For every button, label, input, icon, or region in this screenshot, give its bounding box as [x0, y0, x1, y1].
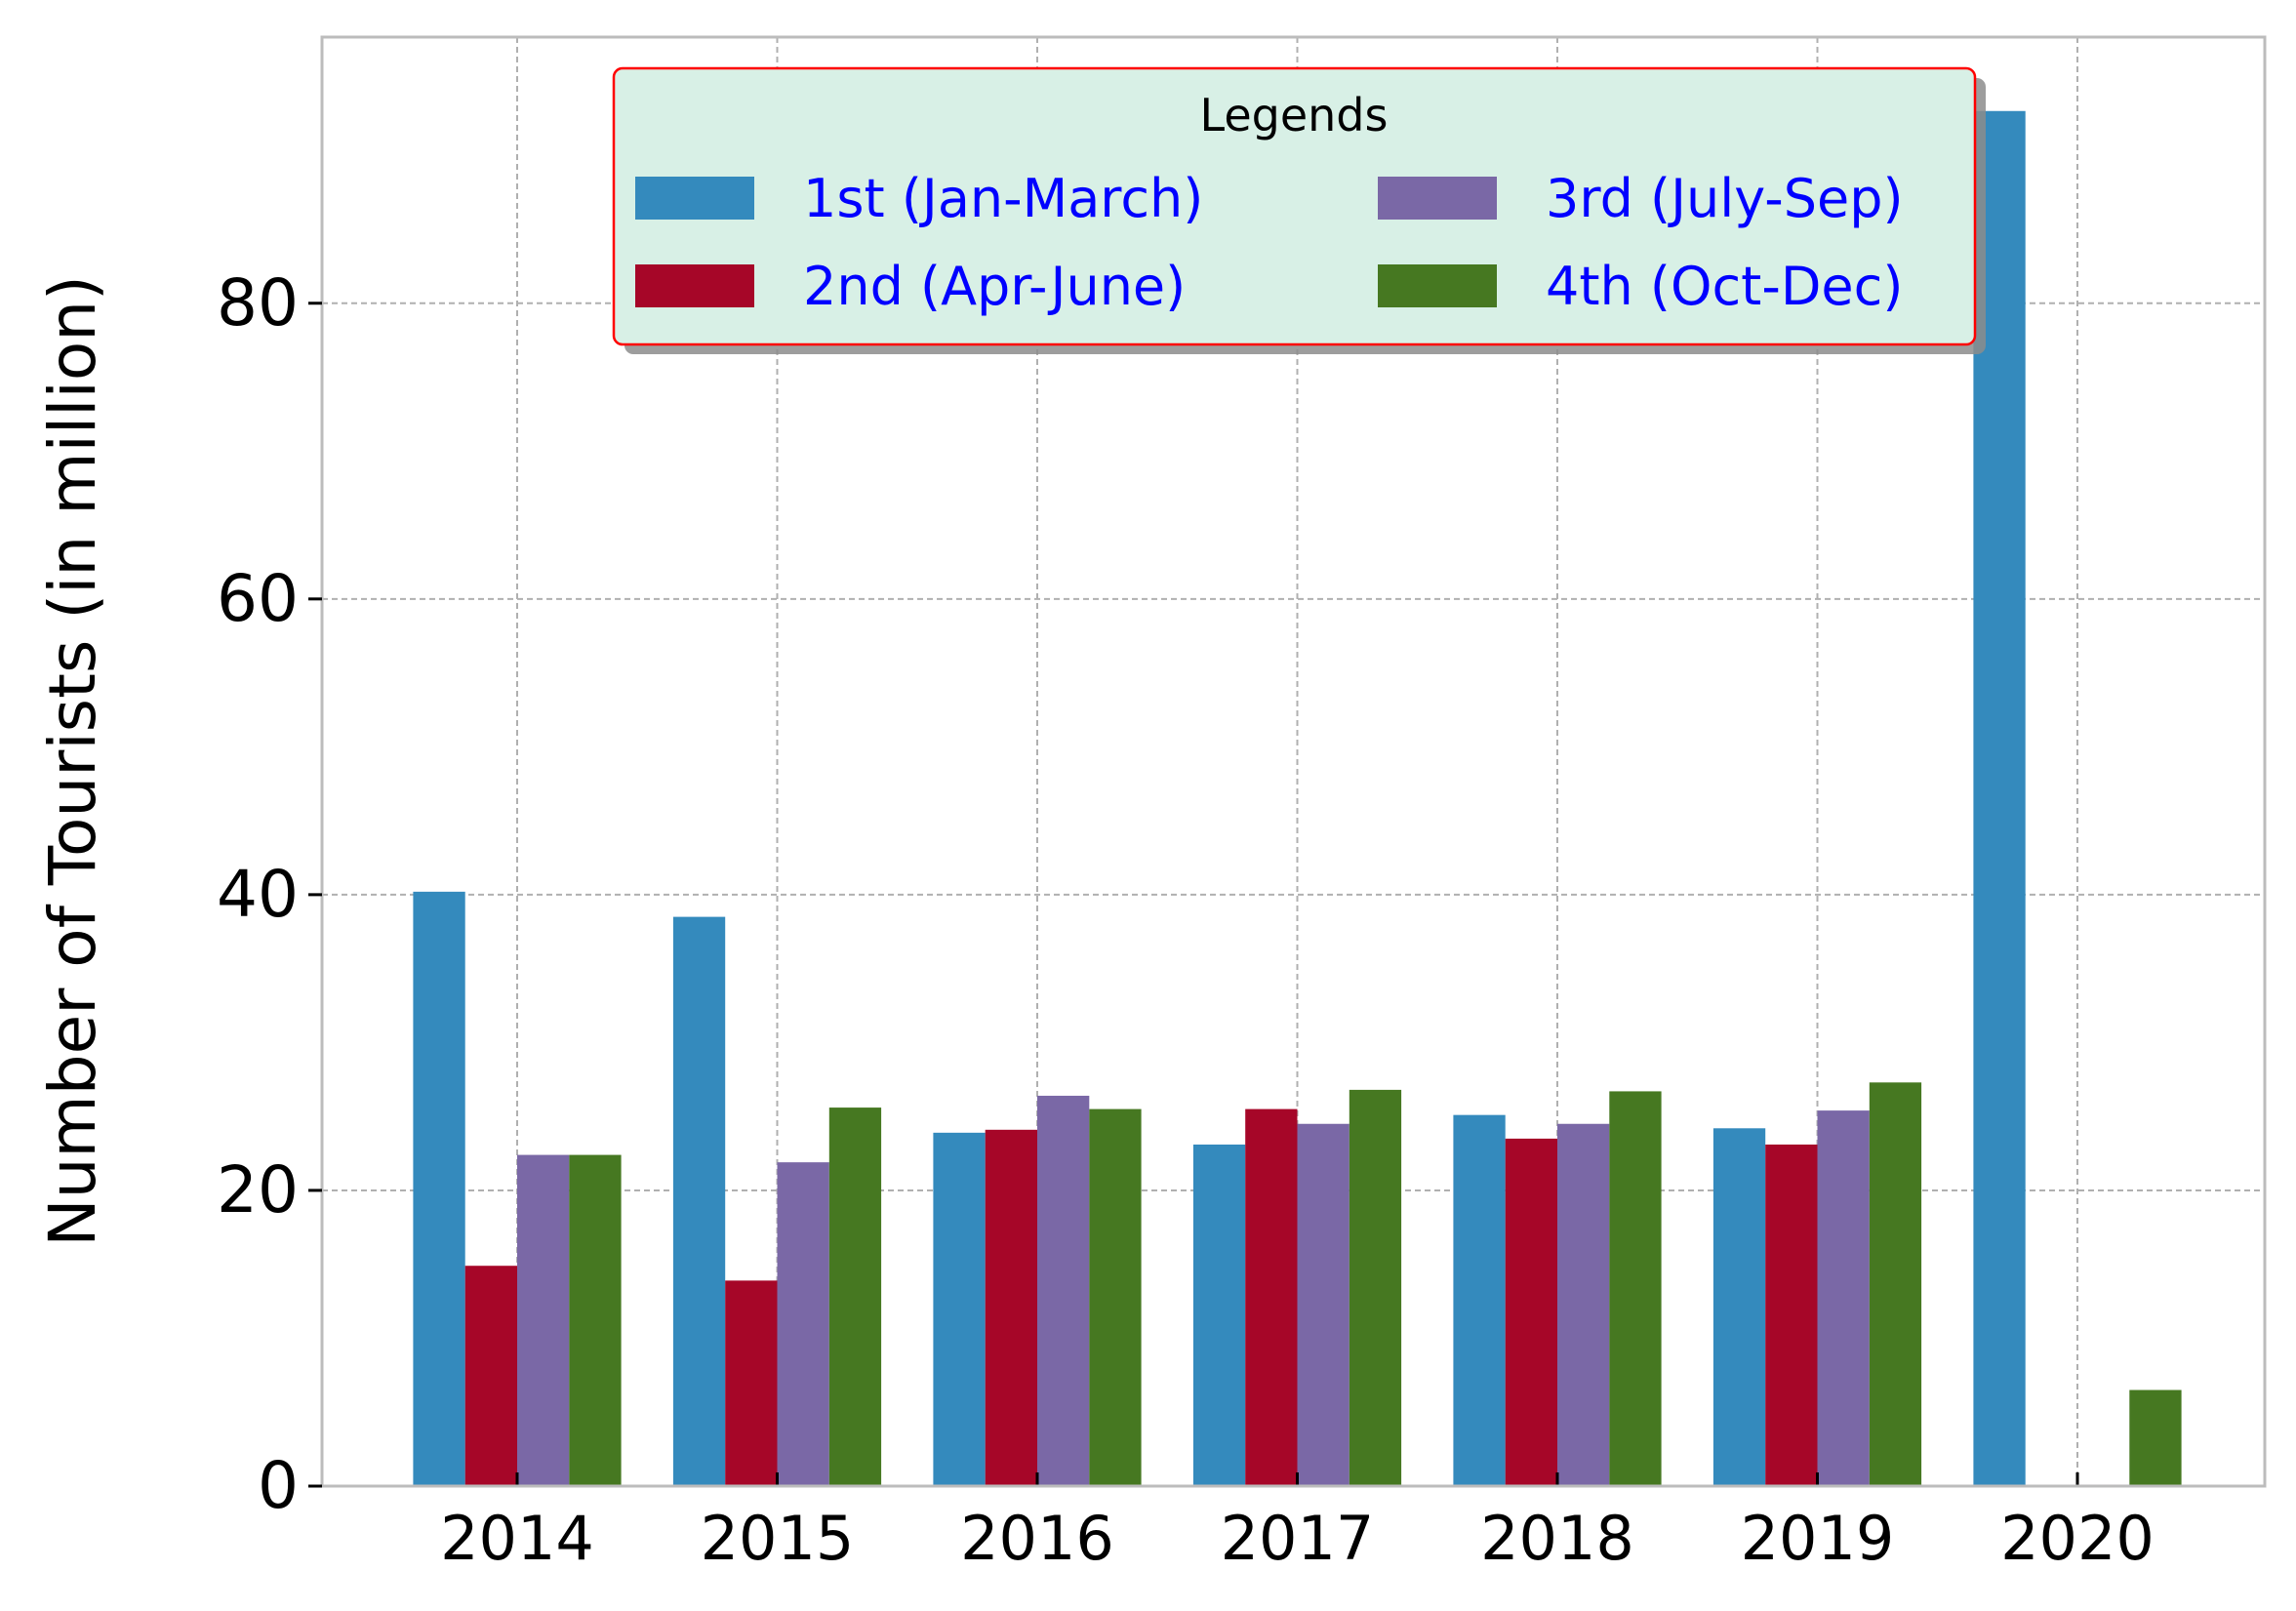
- bar: [1245, 1108, 1298, 1486]
- x-tick-label: 2018: [1480, 1503, 1634, 1574]
- y-tick-label: 20: [217, 1152, 299, 1228]
- bar: [777, 1162, 829, 1486]
- legend-title: Legends: [1200, 89, 1389, 141]
- bar: [933, 1132, 986, 1486]
- bar: [725, 1280, 778, 1486]
- y-tick-label: 80: [217, 265, 299, 341]
- legend-swatch: [635, 177, 754, 220]
- x-tick-label: 2017: [1221, 1503, 1375, 1574]
- bar: [1037, 1095, 1090, 1486]
- x-axis: 2014 2015 2016 2017 2018 2019 2020: [440, 1503, 2155, 1574]
- legend-swatch: [635, 264, 754, 307]
- bar: [1505, 1138, 1557, 1486]
- bar: [569, 1154, 622, 1486]
- x-tick-label: 2020: [2000, 1503, 2155, 1574]
- bar: [413, 891, 465, 1486]
- bar: [1712, 1128, 1766, 1486]
- bar: [1557, 1123, 1610, 1486]
- legend-label: 2nd (Apr-June): [803, 256, 1186, 317]
- legend-label: 4th (Oct-Dec): [1546, 256, 1903, 317]
- bar: [464, 1266, 517, 1486]
- bar: [1765, 1144, 1818, 1486]
- bar: [672, 916, 726, 1486]
- bar: [1453, 1114, 1506, 1486]
- y-axis-label: Number of Tourists (in million): [35, 275, 110, 1247]
- x-tick-label: 2015: [701, 1503, 855, 1574]
- y-axis: 0 20 40 60 80: [217, 265, 322, 1523]
- x-tick-label: 2014: [440, 1503, 594, 1574]
- bars: [413, 110, 2182, 1487]
- bar: [517, 1154, 570, 1486]
- legend-entries: 1st (Jan-March) 2nd (Apr-June) 3rd (July-S…: [635, 168, 1904, 317]
- x-tick-label: 2019: [1741, 1503, 1895, 1574]
- bar: [1192, 1144, 1246, 1486]
- y-tick-label: 60: [217, 561, 299, 636]
- y-tick-label: 0: [258, 1448, 299, 1523]
- bar: [985, 1129, 1037, 1486]
- bar: [1869, 1082, 1922, 1486]
- x-tick-label: 2016: [960, 1503, 1114, 1574]
- bar: [1297, 1123, 1349, 1486]
- bar: [828, 1108, 882, 1486]
- legend-label: 1st (Jan-March): [803, 168, 1203, 229]
- bar: [1349, 1089, 1402, 1486]
- y-tick-label: 40: [217, 857, 299, 932]
- legend-swatch: [1378, 177, 1497, 220]
- legend-swatch: [1378, 264, 1497, 307]
- legend: Legends 1st (Jan-March) 2nd (Apr-June) 3rd…: [612, 66, 1986, 354]
- bar: [1817, 1110, 1870, 1486]
- plot-frame: [320, 35, 2267, 1488]
- legend-label: 3rd (July-Sep): [1546, 168, 1904, 229]
- bar: [1089, 1108, 1142, 1486]
- x-tick-marks: [515, 1472, 2079, 1486]
- bar: [1609, 1091, 1662, 1486]
- legend-box: [612, 66, 1977, 346]
- bar: [2129, 1389, 2182, 1486]
